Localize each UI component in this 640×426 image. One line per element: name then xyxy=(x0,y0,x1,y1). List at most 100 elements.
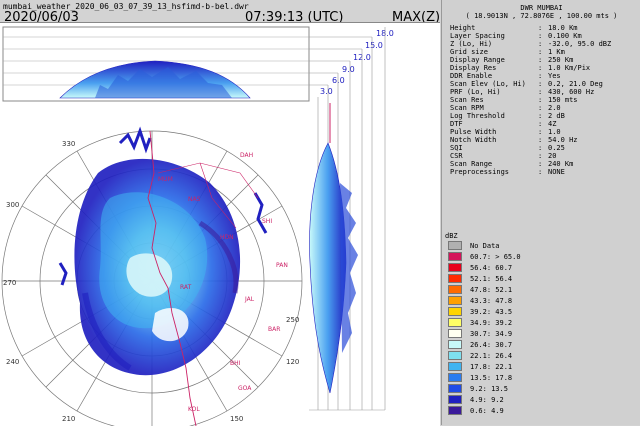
info-row: Notch Width:54.0 Hz xyxy=(450,136,578,144)
place-label: DAH xyxy=(240,152,253,159)
info-row: Display Res:1.0 Km/Pix xyxy=(450,64,591,72)
info-key: Scan Range xyxy=(450,160,493,168)
info-row: Grid size:1 Km xyxy=(450,48,565,56)
info-row: Scan Res:150 mts xyxy=(450,96,578,104)
place-labels: DAH MUM NAS SHI HDN PAN RAT JAL BAR BHI … xyxy=(158,152,288,413)
info-key: Layer Spacing xyxy=(450,32,505,40)
info-value: 240 Km xyxy=(548,160,574,168)
legend-label: 17.8: 22.1 xyxy=(470,363,513,371)
legend-label: 47.8: 52.1 xyxy=(470,286,513,294)
place-label: GOA xyxy=(238,385,252,392)
legend-item: 22.1: 26.4 xyxy=(448,351,613,361)
info-key: Display Range xyxy=(450,56,505,64)
legend-swatch xyxy=(448,373,462,382)
azimuth-label: 300 xyxy=(6,201,19,209)
legend-item: 26.4: 30.7 xyxy=(448,340,613,350)
info-key: Grid size xyxy=(450,48,488,56)
info-key: DDR Enable xyxy=(450,72,493,80)
cyclone-echo xyxy=(58,126,268,376)
info-key: Scan RPM xyxy=(450,104,484,112)
legend-item: 9.2: 13.5 xyxy=(448,384,613,394)
legend-item: 34.9: 39.2 xyxy=(448,318,613,328)
info-row: Scan Range:240 Km xyxy=(450,160,574,168)
coastline xyxy=(147,130,197,426)
legend-label: 34.9: 39.2 xyxy=(470,319,513,327)
info-value: Yes xyxy=(548,72,561,80)
legend-label: 52.1: 56.4 xyxy=(470,275,513,283)
info-key: PRF (Lo, Hi) xyxy=(450,88,501,96)
legend-label: 4.9: 9.2 xyxy=(470,396,504,404)
info-row: Display Range:250 Km xyxy=(450,56,574,64)
legend-swatch xyxy=(448,296,462,305)
station-name: DWR MUMBAI xyxy=(520,4,563,12)
legend-swatch xyxy=(448,263,462,272)
info-key: DTF xyxy=(450,120,463,128)
state-boundary xyxy=(157,162,259,229)
place-label: KOL xyxy=(188,406,200,413)
info-row: Layer Spacing:0.100 Km xyxy=(450,32,582,40)
info-value: 0.100 Km xyxy=(548,32,582,40)
info-value: 0.25 xyxy=(548,144,565,152)
height-label: 9.0 xyxy=(342,65,355,74)
legend-label: No Data xyxy=(470,242,500,250)
legend-title: dBZ xyxy=(445,232,458,240)
legend-item: 47.8: 52.1 xyxy=(448,285,613,295)
legend-label: 13.5: 17.8 xyxy=(470,374,513,382)
height-label: 15.0 xyxy=(365,41,383,50)
legend-item: 30.7: 34.9 xyxy=(448,329,613,339)
info-key: Notch Width xyxy=(450,136,497,144)
radar-display: 18.0 15.0 12.0 9.0 6.0 3.0 xyxy=(0,22,440,426)
legend xyxy=(443,230,613,420)
info-value: -32.0, 95.0 dBZ xyxy=(548,40,612,48)
info-row: Z (Lo, Hi): -32.0, 95.0 dBZ xyxy=(450,40,612,48)
legend-item: 0.6: 4.9 xyxy=(448,406,613,416)
info-row: Preprocessings: NONE xyxy=(450,168,565,176)
legend-swatch xyxy=(448,351,462,360)
info-key: Display Res xyxy=(450,64,497,72)
place-label: MUM xyxy=(158,176,173,183)
info-key: Scan Elev (Lo, Hi) xyxy=(450,80,526,88)
legend-swatch xyxy=(448,384,462,393)
legend-swatch xyxy=(448,329,462,338)
place-label: JAL xyxy=(244,296,255,303)
info-row: Pulse Width:1.0 xyxy=(450,128,561,136)
place-label: NAS xyxy=(188,196,201,203)
file-name: mumbai_weather_2020_06_03_07_39_13_hsfim… xyxy=(3,2,249,11)
legend-item: 4.9: 9.2 xyxy=(448,395,613,405)
place-label: RAT xyxy=(180,284,192,291)
info-row: DTF:4Z xyxy=(450,120,557,128)
info-value: 18.0 Km xyxy=(548,24,578,32)
azimuth-label: 120 xyxy=(286,358,299,366)
info-value: 0.2, 21.0 Deg xyxy=(548,80,603,88)
azimuth-label: 210 xyxy=(62,415,75,423)
info-key: CSR xyxy=(450,152,463,160)
info-row: Scan RPM:2.0 xyxy=(450,104,561,112)
legend-swatch xyxy=(448,274,462,283)
info-value: 54.0 Hz xyxy=(548,136,578,144)
info-value: 2 dB xyxy=(548,112,565,120)
height-scale: 18.0 15.0 12.0 9.0 6.0 3.0 xyxy=(320,29,394,96)
info-value: NONE xyxy=(548,168,565,176)
info-key: Log Threshold xyxy=(450,112,505,120)
radar-svg: 18.0 15.0 12.0 9.0 6.0 3.0 xyxy=(1,26,394,426)
legend-swatch xyxy=(448,406,462,415)
info-row: DDR Enable: Yes xyxy=(450,72,561,80)
azimuth-label: 150 xyxy=(230,415,243,423)
info-value: 2.0 xyxy=(548,104,561,112)
info-value: 150 mts xyxy=(548,96,578,104)
legend-item: No Data xyxy=(448,241,613,251)
legend-item: 17.8: 22.1 xyxy=(448,362,613,372)
azimuth-label: 240 xyxy=(6,358,19,366)
info-key: Preprocessings xyxy=(450,168,510,176)
legend-label: 56.4: 60.7 xyxy=(470,264,513,272)
info-row: Log Threshold:2 dB xyxy=(450,112,565,120)
height-label: 6.0 xyxy=(332,76,345,85)
side-cross-section xyxy=(309,103,358,394)
legend-swatch xyxy=(448,395,462,404)
info-key: Pulse Width xyxy=(450,128,497,136)
info-row: Scan Elev (Lo, Hi):0.2, 21.0 Deg xyxy=(450,80,603,88)
legend-swatch xyxy=(448,285,462,294)
legend-label: 43.3: 47.8 xyxy=(470,297,513,305)
info-key: SQI xyxy=(450,144,463,152)
height-label: 3.0 xyxy=(320,87,333,96)
